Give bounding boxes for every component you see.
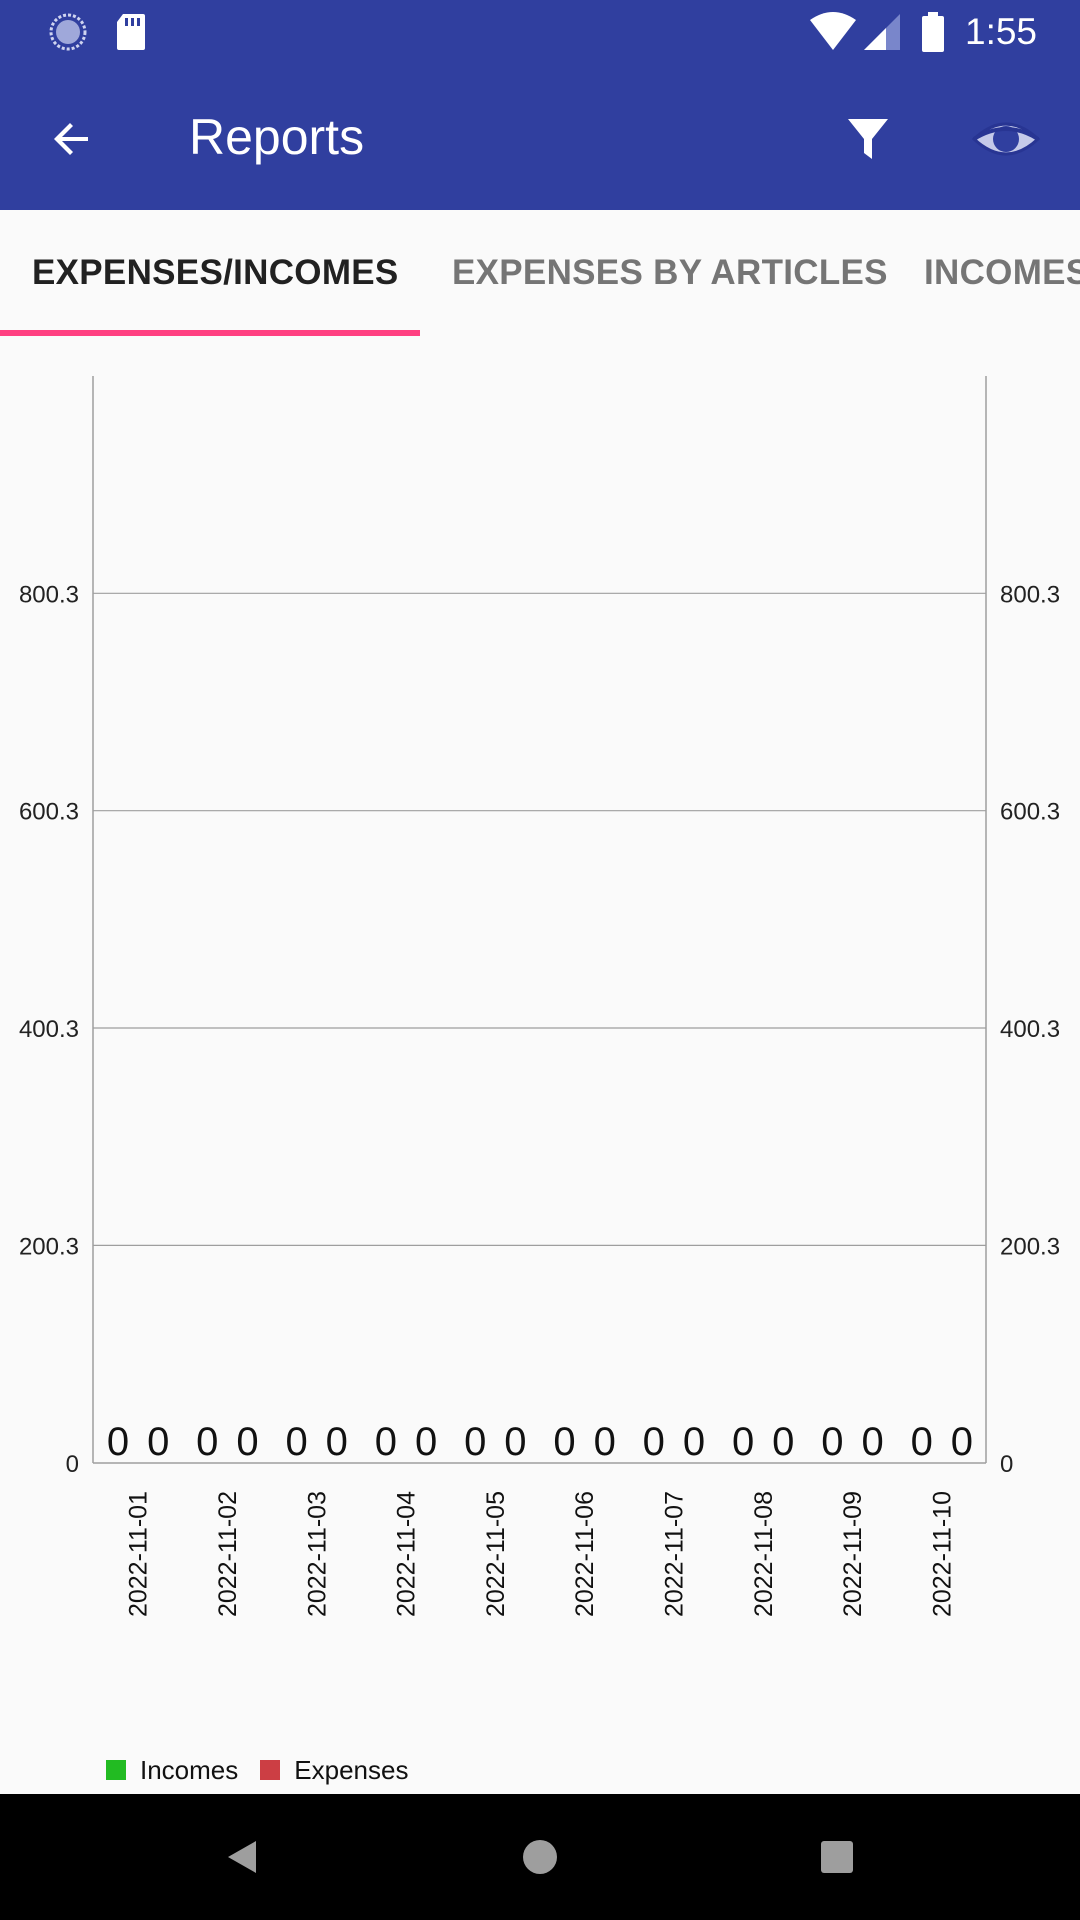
x-tick-label: 2022-11-07	[660, 1491, 688, 1617]
bar-value-label: 0	[683, 1420, 705, 1464]
wifi-icon	[810, 12, 856, 50]
home-circle-icon	[523, 1840, 557, 1874]
bar-value-label: 0	[553, 1420, 575, 1464]
bar-value-label: 0	[951, 1420, 973, 1464]
tab-incomes[interactable]: INCOMES	[924, 253, 1080, 292]
chart-legend: Incomes Expenses	[106, 1755, 418, 1785]
bar-value-label: 0	[375, 1420, 397, 1464]
y-tick-label-right: 0	[1000, 1451, 1013, 1478]
y-tick-label-left: 800.3	[19, 581, 79, 608]
bar-value-label: 0	[415, 1420, 437, 1464]
x-tick-label: 2022-11-05	[482, 1491, 510, 1617]
tab-indicator	[0, 330, 420, 336]
y-tick-label-left: 600.3	[19, 799, 79, 826]
bar-value-label: 0	[732, 1420, 754, 1464]
signal-icon	[864, 14, 900, 50]
bar-value-label: 0	[147, 1420, 169, 1464]
bar-value-label: 0	[196, 1420, 218, 1464]
y-tick-label-right: 600.3	[1000, 799, 1060, 826]
filter-button[interactable]	[832, 103, 904, 175]
bar-value-label: 0	[821, 1420, 843, 1464]
x-tick-label: 2022-11-04	[393, 1491, 421, 1617]
back-triangle-icon	[228, 1841, 256, 1873]
bar-value-label: 0	[464, 1420, 486, 1464]
sd-card-icon	[117, 14, 145, 50]
x-tick-label: 2022-11-09	[839, 1491, 867, 1617]
page-title: Reports	[189, 109, 365, 165]
y-tick-label-left: 200.3	[19, 1233, 79, 1260]
eye-icon	[971, 122, 1041, 156]
bar-value-label: 0	[861, 1420, 883, 1464]
bar-value-label: 0	[504, 1420, 526, 1464]
nav-home-button[interactable]	[500, 1817, 580, 1897]
y-tick-label-right: 200.3	[1000, 1233, 1060, 1260]
x-tick-label: 2022-11-08	[750, 1491, 778, 1617]
bar-value-label: 0	[236, 1420, 258, 1464]
bar-value-label: 0	[326, 1420, 348, 1464]
navigation-bar	[0, 1794, 1080, 1920]
x-tick-label: 2022-11-03	[303, 1491, 331, 1617]
sync-icon	[49, 13, 87, 51]
bar-value-label: 0	[107, 1420, 129, 1464]
legend-swatch-incomes	[106, 1760, 126, 1780]
tab-bar: EXPENSES/INCOMES EXPENSES BY ARTICLES IN…	[0, 210, 1080, 336]
nav-recents-button[interactable]	[797, 1817, 877, 1897]
legend-item-incomes: Incomes	[106, 1755, 238, 1786]
tab-expenses-by-articles[interactable]: EXPENSES BY ARTICLES	[452, 253, 888, 292]
nav-back-button[interactable]	[202, 1817, 282, 1897]
legend-item-expenses: Expenses	[260, 1755, 408, 1786]
legend-label-expenses: Expenses	[294, 1754, 409, 1785]
view-button[interactable]	[966, 103, 1046, 175]
x-tick-label: 2022-11-10	[928, 1491, 956, 1617]
chart[interactable]: 0 0 200.3 200.3 400.3 400.3 600.3 600.3 800.3 800…	[0, 336, 1080, 1796]
y-tick-label-right: 800.3	[1000, 581, 1060, 608]
back-button[interactable]	[36, 103, 108, 175]
y-tick-label-left: 0	[66, 1451, 79, 1478]
filter-icon	[848, 119, 888, 159]
bar-value-label: 0	[772, 1420, 794, 1464]
bar-value-label: 0	[594, 1420, 616, 1464]
x-tick-label: 2022-11-06	[571, 1491, 599, 1617]
y-tick-label-left: 400.3	[19, 1016, 79, 1043]
tab-expenses-incomes[interactable]: EXPENSES/INCOMES	[32, 253, 399, 292]
bar-value-label: 0	[643, 1420, 665, 1464]
legend-label-incomes: Incomes	[140, 1754, 239, 1785]
status-bar: 1:55	[0, 0, 1080, 63]
arrow-back-icon	[54, 123, 88, 155]
bar-value-label: 0	[911, 1420, 933, 1464]
app-bar: Reports	[0, 63, 1080, 210]
x-tick-label: 2022-11-01	[125, 1491, 153, 1617]
status-time: 1:55	[965, 11, 1038, 52]
legend-swatch-expenses	[260, 1760, 281, 1780]
y-tick-label-right: 400.3	[1000, 1016, 1060, 1043]
bar-value-label: 0	[285, 1420, 307, 1464]
battery-icon	[922, 12, 944, 52]
recents-square-icon	[821, 1841, 853, 1873]
x-tick-label: 2022-11-02	[214, 1491, 242, 1617]
